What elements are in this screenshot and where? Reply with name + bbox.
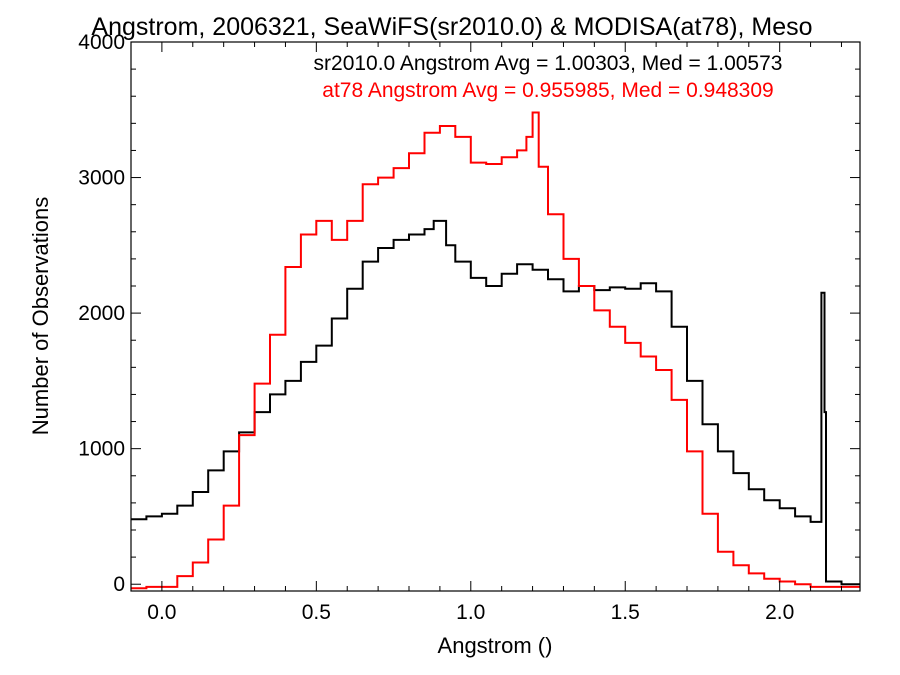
tick-labels: 0.0 0.5 1.0 1.5 2.0 0 1000 2000 3000 4000 [78, 31, 794, 624]
plot-series [131, 111, 860, 590]
stats-annotation: at78 Angstrom Avg = 0.955985, Med = 0.94… [322, 79, 773, 102]
chart-title: Angstrom, 2006321, SeaWiFS(sr2010.0) & M… [91, 13, 812, 41]
x-tick-label: 1.0 [456, 601, 485, 624]
plot-frame [130, 41, 861, 592]
y-axis-label: Number of Observations [28, 197, 53, 435]
y-tick-label: 1000 [78, 438, 125, 461]
axis-ticks [130, 41, 860, 591]
y-tick-label: 0 [113, 573, 125, 596]
y-tick-label: 4000 [78, 31, 125, 54]
y-tick-label: 3000 [78, 167, 125, 190]
stats-annotation: sr2010.0 Angstrom Avg = 1.00303, Med = 1… [314, 52, 783, 75]
annotations: sr2010.0 Angstrom Avg = 1.00303, Med = 1… [314, 52, 783, 102]
x-tick-label: 0.0 [147, 601, 176, 624]
x-tick-label: 0.5 [302, 601, 331, 624]
x-tick-label: 2.0 [765, 601, 794, 624]
x-axis-label: Angstrom () [438, 633, 553, 658]
x-tick-label: 1.5 [611, 601, 640, 624]
series-line-at78 [131, 111, 860, 590]
y-tick-label: 2000 [78, 302, 125, 325]
series-line-sr2010 [131, 219, 860, 586]
